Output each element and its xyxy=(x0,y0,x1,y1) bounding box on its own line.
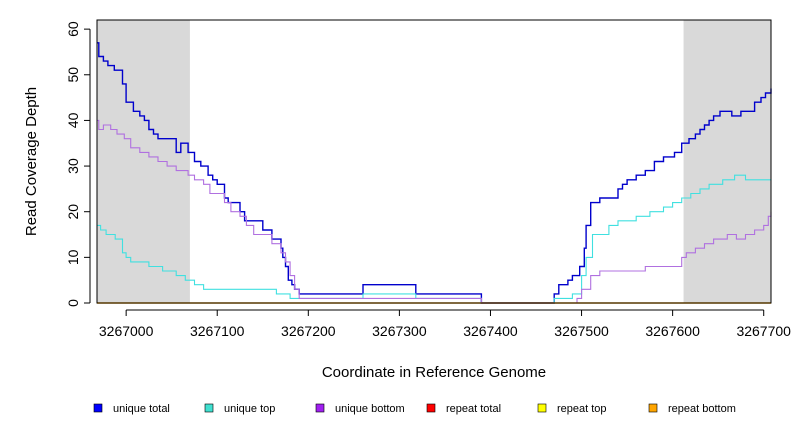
x-tick-label: 3267500 xyxy=(554,323,609,339)
legend-label-unique-top: unique top xyxy=(224,403,275,415)
y-tick-label: 60 xyxy=(65,21,81,37)
plot-frame xyxy=(96,19,772,304)
legend-swatch-unique-bottom xyxy=(315,403,325,413)
series-unique-bottom xyxy=(97,119,772,304)
series-unique-total xyxy=(97,42,772,304)
legend-label-repeat-bottom: repeat bottom xyxy=(668,403,736,415)
x-tick-label: 3267000 xyxy=(99,323,154,339)
y-tick-label: 50 xyxy=(65,67,81,83)
x-axis: 3267000 3267100 3267200 3267300 3267400 32675… xyxy=(99,309,791,339)
y-tick-label: 10 xyxy=(65,249,81,265)
series-unique-top xyxy=(97,174,771,304)
legend-label-unique-bottom: unique bottom xyxy=(335,403,405,415)
highlight-region-1 xyxy=(97,20,190,303)
highlight-region-2 xyxy=(683,20,771,303)
y-tick-label: 40 xyxy=(65,112,81,128)
y-tick-label: 0 xyxy=(65,299,81,307)
x-axis-title: Coordinate in Reference Genome xyxy=(322,364,546,381)
legend-label-repeat-top: repeat top xyxy=(557,403,607,415)
x-tick-label: 3267200 xyxy=(281,323,336,339)
legend-swatch-unique-total xyxy=(93,403,103,413)
y-tick-label: 30 xyxy=(65,158,81,174)
legend-swatch-repeat-top xyxy=(537,403,547,413)
x-tick-label: 3267100 xyxy=(190,323,245,339)
legend-label-unique-total: unique total xyxy=(113,403,170,415)
series-lines xyxy=(97,42,772,304)
legend-label-repeat-total: repeat total xyxy=(446,403,501,415)
legend-swatch-repeat-total xyxy=(426,403,436,413)
legend-swatch-repeat-bottom xyxy=(648,403,658,413)
y-axis-title: Read Coverage Depth xyxy=(23,87,40,236)
x-tick-label: 3267400 xyxy=(463,323,518,339)
x-tick-label: 3267600 xyxy=(645,323,700,339)
x-tick-label: 3267700 xyxy=(736,323,791,339)
legend: unique total unique top unique bottom repea… xyxy=(93,403,736,415)
highlight-regions xyxy=(97,20,771,303)
y-axis: 0 10 20 30 40 50 60 xyxy=(65,21,91,307)
x-tick-label: 3267300 xyxy=(372,323,427,339)
legend-swatch-unique-top xyxy=(204,403,214,413)
y-tick-label: 20 xyxy=(65,204,81,220)
